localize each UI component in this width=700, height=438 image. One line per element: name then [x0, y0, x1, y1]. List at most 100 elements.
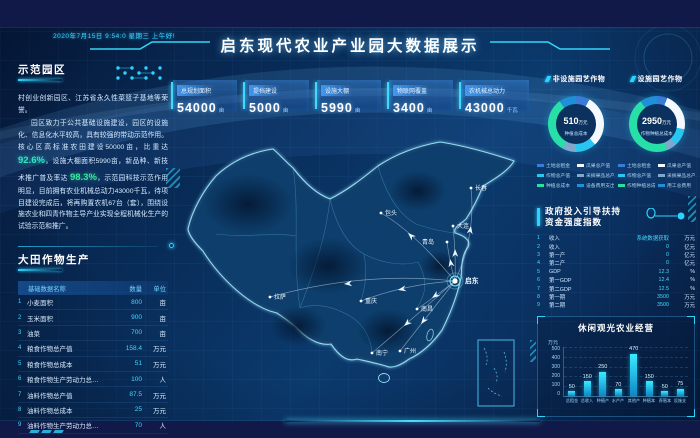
x-axis-label: 种植本	[643, 398, 656, 403]
table-row: 2 收入 0 亿元	[537, 243, 695, 251]
x-axis-label: 总收入	[581, 398, 594, 403]
stat-card-planned-area: 总规划面积 54000 亩	[171, 80, 237, 115]
panel-facility-horticulture: 设施园艺作物 2950万元 作物种植总成本 土地总租金 瓜果总产值 作物总产值 采摘果…	[618, 74, 695, 204]
city-label: 拉萨	[274, 293, 286, 301]
x-axis-label: 种植产	[596, 398, 609, 403]
bar: 150 种植本	[643, 373, 656, 403]
field-crops-table: 1 小麦面积 800 亩 2 玉米面积 900 亩 3 油菜 700 亩 4 粮食作物总产值 158.4 万元…	[18, 295, 168, 434]
header: 启东现代农业产业园大数据展示	[0, 34, 700, 56]
node-decoration	[169, 243, 174, 248]
table-row: 7 第二GDP 12.5%	[537, 285, 695, 293]
bar: 250 种植产	[596, 364, 609, 403]
corner-bracket	[537, 316, 545, 324]
corner-bracket	[687, 316, 695, 324]
legend-swatch	[577, 174, 584, 177]
top-band	[0, 0, 700, 27]
stat-unit: 千瓦	[506, 108, 518, 114]
highlight-percent-1: 92.6%	[18, 155, 45, 167]
bar: 50 总租金	[565, 383, 578, 403]
donut-center-label: 种植总成本	[564, 132, 587, 137]
x-axis-label: 水产产	[612, 398, 625, 403]
hainan-island	[378, 373, 390, 383]
legend-swatch	[577, 184, 584, 187]
donut-center-label: 作物种植总成本	[640, 132, 673, 137]
city-label: 包头	[385, 209, 397, 217]
hatch-decoration	[688, 196, 696, 222]
panel-field-crops: 大田作物生产 基础数据名称 数量 单位 1 小麦面积 800 亩 2 玉米面积 900 亩 3 油…	[18, 252, 168, 434]
legend-swatch	[618, 174, 625, 177]
table-row: 9 油料作物生产劳动力总… 70 人	[18, 418, 168, 434]
airplane-icons	[344, 226, 473, 326]
stat-card-upgrade-build: 提档建设 5000 亩	[243, 80, 309, 115]
gridlines	[564, 347, 688, 396]
city-label: 南昌	[421, 305, 433, 313]
airplane-icon	[448, 259, 455, 268]
stat-label: 设施大棚	[321, 85, 354, 96]
government-table: 1 收入 系统数据获取 万元 2 收入 0 亿元 3 第一产 0 亿元 4 第二产 0 亿元 5 GDP 12.3%…	[537, 234, 695, 310]
divider	[18, 246, 158, 247]
airplane-icon	[432, 290, 441, 298]
y-axis-ticks: 500 400 300 200 100 0	[551, 346, 560, 397]
glow-divider	[285, 420, 540, 422]
terrain-shading	[203, 171, 460, 353]
corner-bracket	[537, 409, 545, 417]
title-line-right-icon	[489, 41, 610, 50]
title-line-left-icon	[90, 41, 211, 50]
china-map: 长春 包头 大连 青岛 启东 拉萨 重庆 南昌 南宁 广州	[187, 141, 515, 407]
corner-bracket	[687, 409, 695, 417]
bar: 150 总收入	[581, 373, 594, 403]
bar-series: 50 总租金 150 总收入 250 种植产 70 水产产 470 其他产 150 种植本 50 养殖本 7…	[564, 346, 688, 403]
legend-item: 设备费用支出	[577, 182, 614, 189]
legend-item: 采摘果品总产值	[658, 172, 695, 179]
panel-non-facility-horticulture: 非设施园艺作物 510万元 种植总成本 土地总租金 瓜果总产值 作物总产值 采摘果品总…	[537, 74, 614, 204]
donut-chart-non-facility: 510万元 种植总成本	[547, 96, 604, 152]
stat-card-machinery-power: 农机械总动力 43000 千瓦	[459, 80, 529, 115]
flight-routes	[269, 187, 473, 354]
south-china-sea-inset	[477, 339, 515, 407]
china-map-panel: 长春 包头 大连 青岛 启东 拉萨 重庆 南昌 南宁 广州	[178, 116, 526, 421]
table-row: 5 GDP 12.3%	[537, 268, 695, 275]
airplane-icon	[404, 318, 413, 326]
table-header: 基础数据名称 数量 单位	[18, 281, 168, 295]
stat-label: 农机械总动力	[465, 85, 510, 96]
panel-demo-park: 示范园区 村创业创新园区、江苏省永久性菜篮子基地等荣誉。 园区致力于公共基础设施…	[18, 62, 174, 248]
airplane-icon	[421, 315, 429, 324]
stat-value: 5990	[321, 101, 353, 115]
stat-card-iot-coverage: 物联网覆盖 3400 亩	[387, 80, 453, 115]
donut-center-value: 2950	[641, 116, 663, 126]
legend-item: 土地总租金	[618, 162, 655, 169]
bar: 470 其他产	[627, 346, 640, 403]
stat-label: 物联网覆盖	[393, 85, 432, 96]
city-label: 南宁	[376, 349, 388, 357]
airplane-icon	[344, 280, 353, 287]
legend-swatch	[658, 184, 665, 187]
main-city-label: 启东	[465, 276, 479, 285]
stat-unit: 亩	[282, 108, 289, 114]
bar-chart: 万元 500 400 300 200 100 0 50 总租金 150 总收入 250 种植产 70 水…	[546, 340, 688, 411]
table-row: 3 油菜 700 亩	[18, 326, 168, 342]
demo-paragraph-1: 村创业创新园区、江苏省永久性菜篮子基地等荣誉。	[18, 95, 168, 114]
stat-value: 54000	[177, 101, 217, 115]
city-label: 重庆	[365, 297, 377, 305]
panel-title: 政府投入引导扶持 资金强度指数	[537, 206, 695, 228]
x-axis-label: 总租金	[565, 398, 578, 403]
stat-unit: 亩	[218, 108, 225, 114]
legend-swatch	[577, 164, 584, 167]
x-axis-label: 设施支	[674, 398, 687, 403]
table-row: 2 玉米面积 900 亩	[18, 310, 168, 326]
legend-item: 用工总费用	[658, 182, 695, 189]
legend-swatch	[537, 184, 544, 187]
demo-park-description: 村创业创新园区、江苏省永久性菜篮子基地等荣誉。 园区致力于公共基础设施建设，园区…	[18, 93, 168, 233]
bottom-band	[0, 421, 700, 438]
panel-title: 示范园区	[18, 62, 168, 81]
city-label: 青岛	[422, 238, 434, 246]
stat-value: 43000	[465, 101, 505, 115]
legend-item: 瓜果总产值	[658, 162, 695, 169]
airplane-icon	[398, 285, 407, 292]
hatch-decoration	[530, 340, 536, 362]
legend-item: 种植总成本	[537, 182, 574, 189]
stat-value: 3400	[393, 101, 425, 115]
main-city-marker: 启东	[446, 272, 479, 290]
city-label: 广州	[404, 347, 416, 355]
